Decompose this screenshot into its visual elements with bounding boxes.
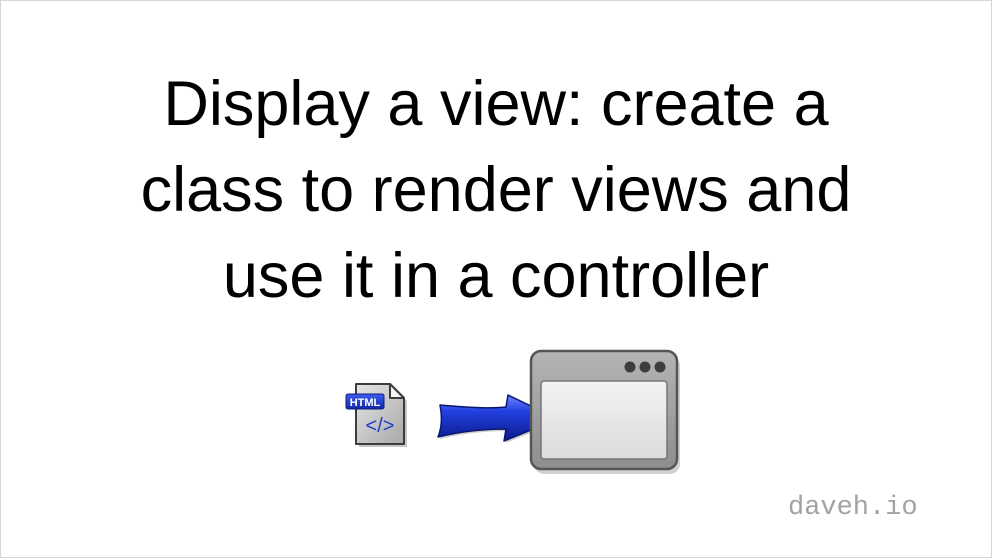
title-line-3: use it in a controller bbox=[222, 241, 770, 311]
html-file-icon: HTML </> bbox=[345, 383, 407, 447]
code-glyph: </> bbox=[366, 415, 395, 437]
window-dot-2 bbox=[639, 361, 651, 373]
window-dot-3 bbox=[654, 361, 666, 373]
title-line-2: class to render views and bbox=[140, 155, 852, 225]
title-line-1: Display a view: create a bbox=[163, 69, 829, 139]
watermark: daveh.io bbox=[788, 493, 918, 523]
slide-title: Display a view: create a class to render… bbox=[1, 61, 991, 319]
window-dot-1 bbox=[624, 361, 636, 373]
html-badge-label: HTML bbox=[350, 397, 381, 409]
application-window-icon bbox=[529, 349, 680, 474]
